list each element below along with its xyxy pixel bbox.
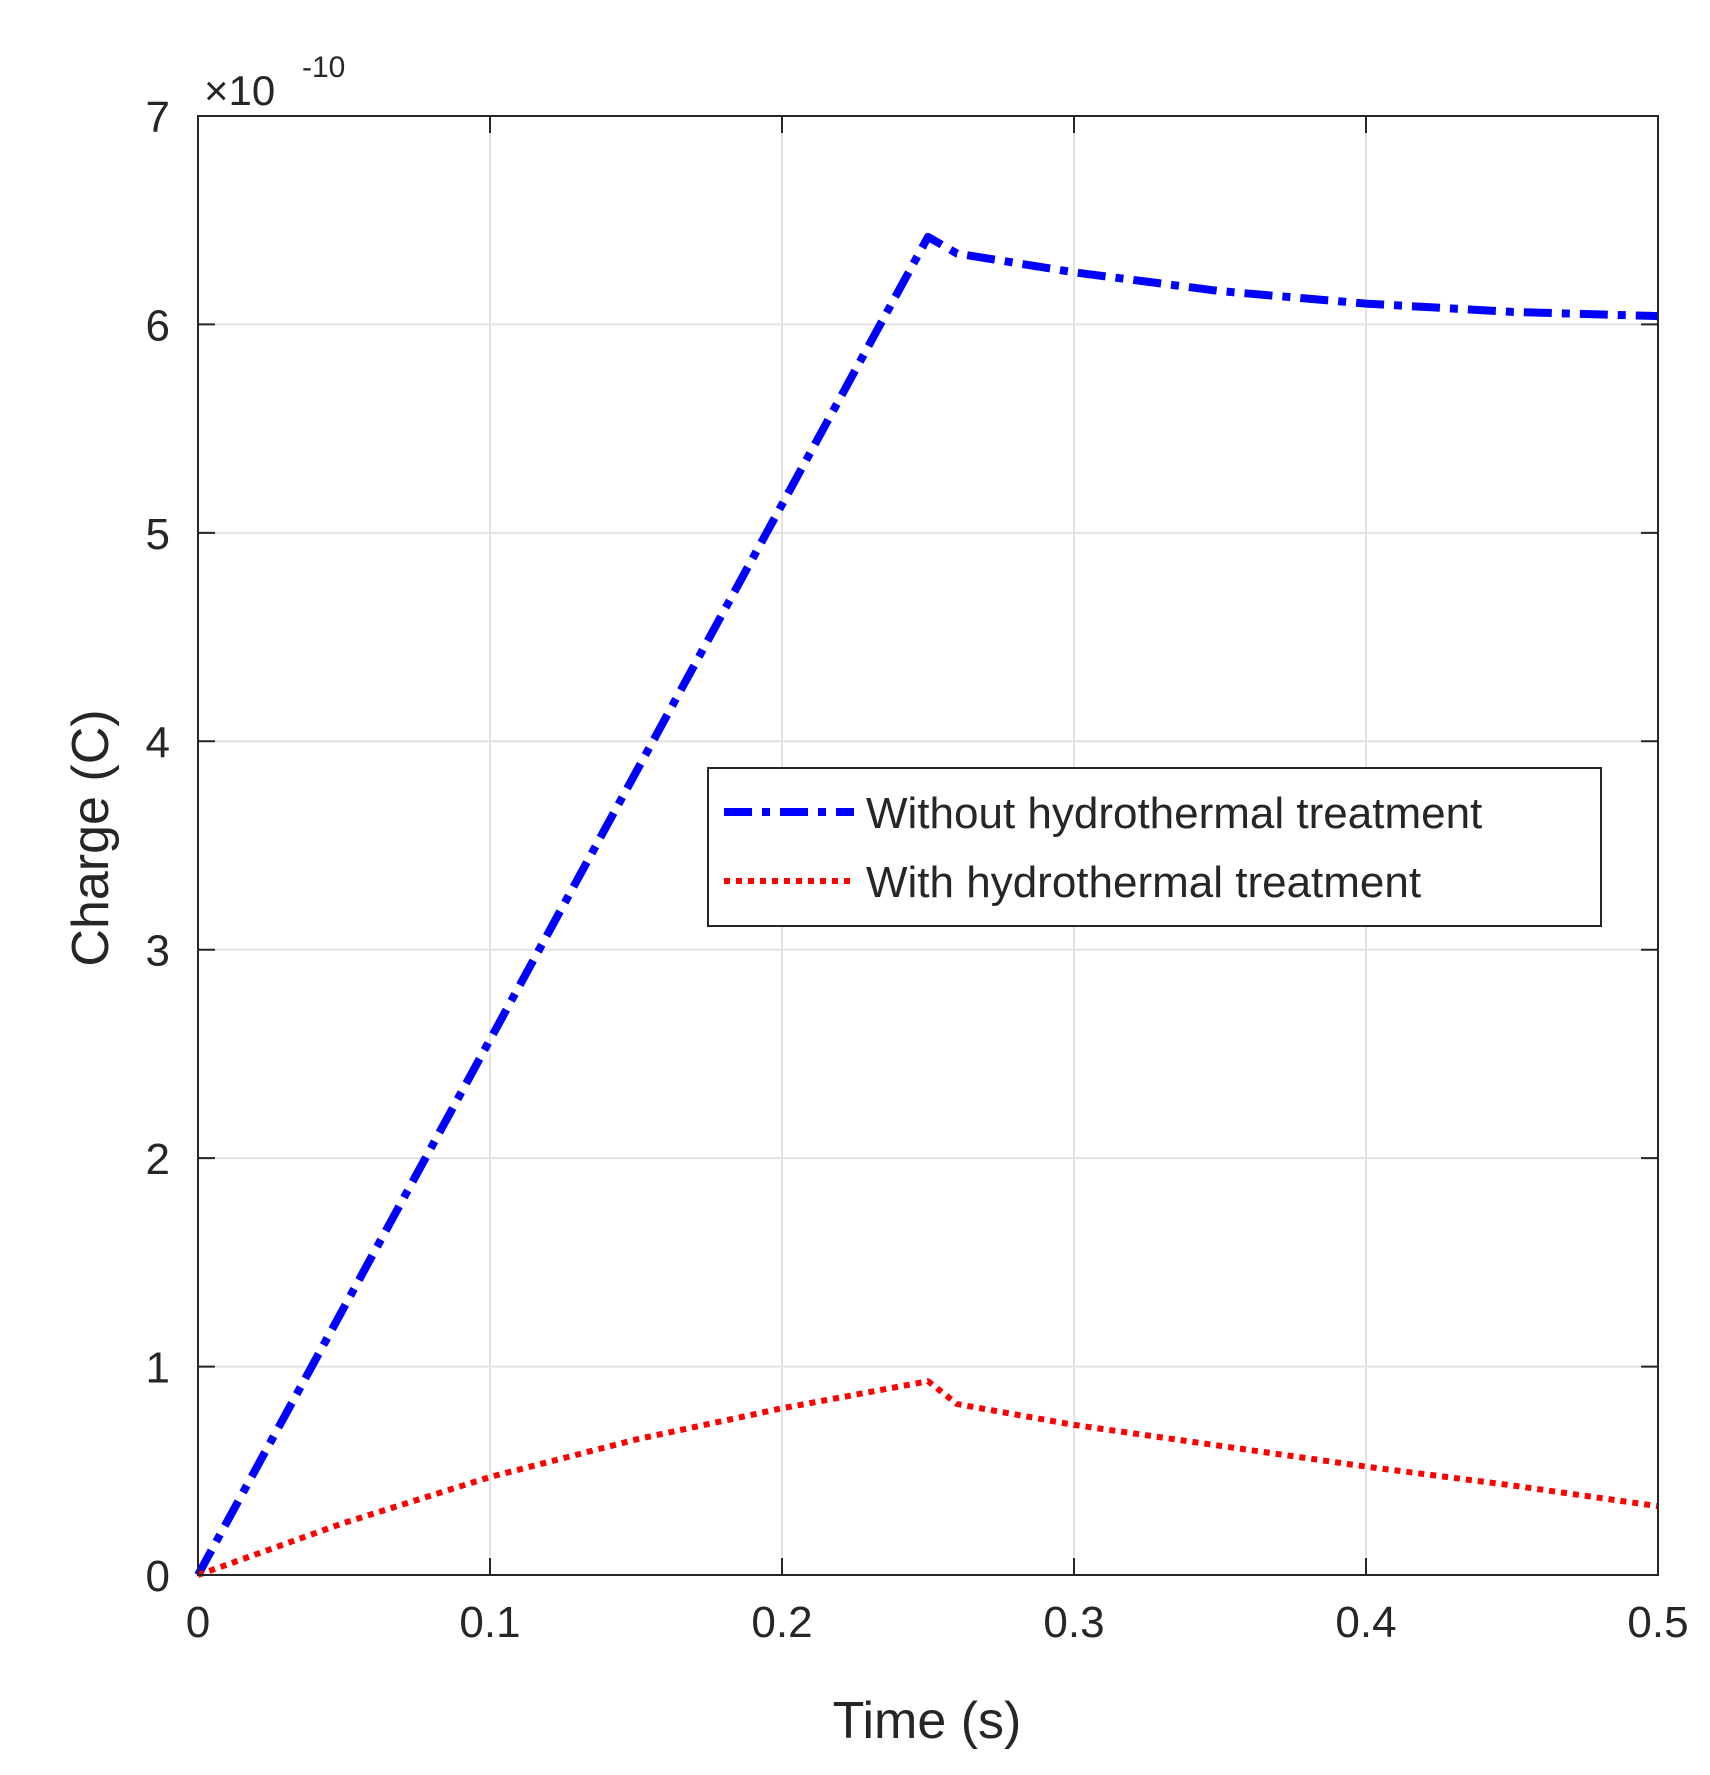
y-axis-label: Charge (C) — [62, 709, 120, 966]
series-line-0 — [194, 232, 1659, 1577]
y-tick-label: 4 — [146, 718, 170, 767]
y-exponent-power: -10 — [302, 51, 345, 84]
plot-frame — [197, 115, 1659, 1576]
ticks — [197, 115, 1659, 1576]
legend-box — [707, 767, 1602, 927]
x-tick-label: 0.1 — [459, 1598, 520, 1647]
x-tick-label: 0.5 — [1627, 1598, 1688, 1647]
y-tick-label: 3 — [146, 927, 170, 976]
y-tick-label: 1 — [146, 1344, 170, 1393]
x-tick-label: 0.4 — [1335, 1598, 1396, 1647]
y-tick-label: 2 — [146, 1135, 170, 1184]
y-tick-label: 7 — [146, 93, 170, 142]
y-exponent: ×10 -10 — [204, 51, 345, 114]
x-tick-label: 0 — [186, 1598, 210, 1647]
tick-labels: 0 0.1 0.2 0.3 0.4 0.5 0 1 2 3 4 5 6 7 — [146, 93, 1689, 1647]
x-tick-label: 0.3 — [1043, 1598, 1104, 1647]
y-tick-label: 6 — [146, 301, 170, 350]
y-tick-label: 0 — [146, 1552, 170, 1601]
y-exponent-base: ×10 — [204, 67, 275, 114]
legend-label-with: With hydrothermal treatment — [866, 858, 1421, 907]
legend: Without hydrothermal treatment With hydr… — [707, 767, 1602, 927]
series-layer — [194, 232, 1659, 1578]
series-line-1 — [196, 1378, 1659, 1578]
y-tick-label: 5 — [146, 510, 170, 559]
x-tick-label: 0.2 — [751, 1598, 812, 1647]
x-axis-label: Time (s) — [833, 1692, 1022, 1750]
legend-label-without: Without hydrothermal treatment — [866, 789, 1482, 838]
